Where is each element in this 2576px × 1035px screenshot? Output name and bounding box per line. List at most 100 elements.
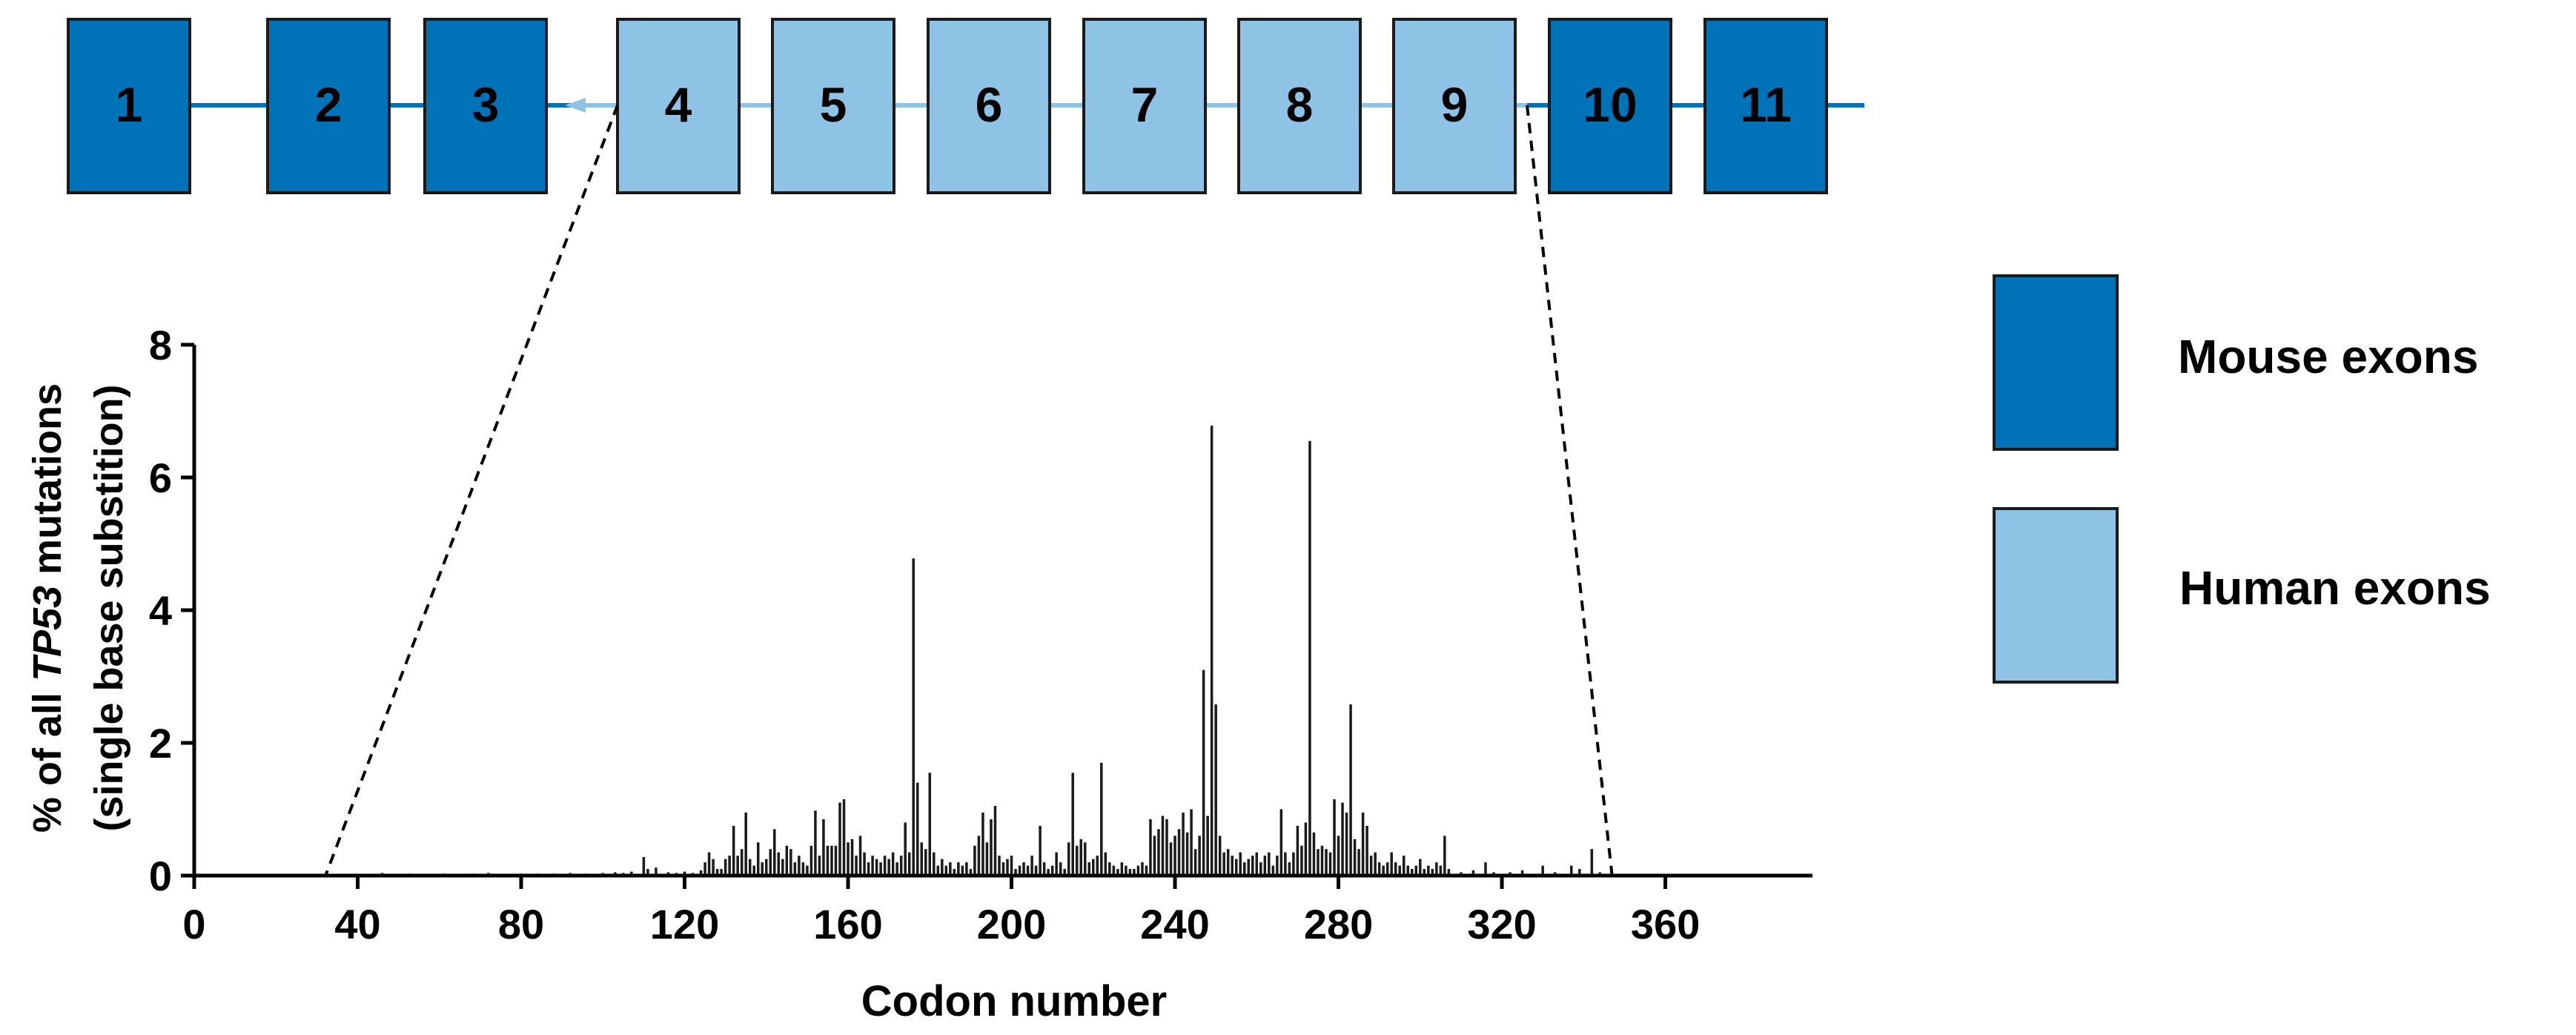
bar-codon-251 [1218,836,1222,876]
bar-codon-208 [1042,862,1046,876]
zoom-line-right [1526,105,1614,878]
x-tick-label-80: 80 [498,901,544,948]
exon-8-label: 8 [1286,77,1314,132]
bar-codon-163 [858,836,862,876]
bar-codon-231 [1136,865,1140,876]
bar-codon-337 [1570,865,1573,876]
bar-series [380,426,1602,876]
bar-codon-130 [724,859,727,876]
x-tick-label-320: 320 [1467,901,1536,948]
exon-10-label: 10 [1583,77,1637,132]
bar-codon-226 [1116,869,1119,876]
bar-codon-339 [1578,869,1581,876]
bar-codon-297 [1406,865,1409,876]
bar-codon-244 [1190,809,1193,876]
bar-codon-142 [773,829,776,876]
exon-1-box [67,18,191,194]
bar-codon-193 [981,812,984,876]
bar-codon-264 [1271,865,1275,876]
bar-codon-205 [1030,856,1033,876]
legend-swatch-mouse [1993,274,2119,451]
bar-codon-133 [736,856,739,876]
bar-codon-220 [1092,859,1095,876]
bar-codon-284 [1353,839,1357,876]
bar-codon-252 [1222,852,1225,876]
bar-codon-298 [1411,869,1414,876]
bar-codon-176 [912,558,915,876]
bar-codon-293 [1390,852,1393,876]
bar-codon-302 [1427,865,1430,876]
bar-codon-120 [683,871,686,876]
bar-codon-274 [1312,832,1316,876]
exon-3-label: 3 [472,77,500,132]
bar-codon-268 [1288,862,1291,876]
bar-codon-262 [1263,856,1267,876]
bar-codon-263 [1268,852,1271,876]
bar-codon-230 [1133,869,1136,876]
bar-codon-146 [789,849,792,876]
bar-codon-248 [1206,816,1209,876]
bar-codon-245 [1193,849,1197,876]
bar-codon-228 [1125,865,1128,876]
bar-codon-221 [1096,856,1099,876]
bar-codon-179 [924,849,927,876]
bar-codon-211 [1055,852,1058,876]
exon-7-label: 7 [1131,77,1159,132]
bar-codon-170 [887,859,890,876]
bar-codon-174 [904,822,907,876]
bar-codon-238 [1165,819,1168,876]
x-tick-label-280: 280 [1304,901,1373,948]
bar-codon-143 [777,852,781,876]
x-tick-label-200: 200 [977,901,1046,948]
bar-codon-195 [990,819,993,876]
bar-codon-296 [1402,856,1405,876]
y-axis-label-gene: TP53 [25,586,70,681]
bar-codon-266 [1279,809,1283,876]
x-tick-label-160: 160 [813,901,882,948]
y-ticks: 0 2 4 6 8 [149,322,194,899]
bar-codon-278 [1328,852,1332,876]
bar-codon-129 [720,869,723,876]
zoom-line-left [323,105,619,878]
bar-codon-269 [1292,852,1295,876]
bar-codon-224 [1108,862,1111,876]
bar-codon-149 [801,862,805,876]
legend-label-mouse: Mouse exons [2178,330,2478,383]
bar-codon-194 [985,842,989,876]
y-axis-label-post: mutations [25,383,70,586]
bar-codon-218 [1084,842,1087,876]
bar-codon-172 [895,862,898,876]
bar-codon-189 [965,862,968,876]
bar-codon-180 [928,773,932,876]
bar-codon-233 [1145,865,1148,876]
bar-codon-134 [740,849,744,876]
bar-codon-304 [1435,862,1438,876]
bar-codon-257 [1242,862,1246,876]
bar-codon-285 [1357,849,1360,876]
bar-codon-330 [1541,865,1544,876]
bar-codon-159 [842,799,846,876]
bar-codon-124 [699,870,703,876]
exon-3-box [423,18,548,194]
bar-codon-215 [1071,773,1074,876]
y-tick-label-4: 4 [149,587,172,634]
bar-codon-294 [1394,862,1397,876]
bar-codon-154 [822,819,825,876]
bar-codon-303 [1431,869,1434,876]
bar-codon-271 [1300,845,1303,876]
bar-codon-290 [1377,862,1381,876]
bar-codon-288 [1369,856,1373,876]
bar-codon-127 [712,859,715,876]
bar-codon-273 [1308,440,1311,876]
exon-2-label: 2 [315,77,342,132]
bar-codon-276 [1320,845,1324,876]
bar-codon-128 [715,869,719,876]
bar-codon-156 [830,845,833,876]
bar-codon-259 [1251,856,1254,876]
bar-codon-270 [1296,825,1299,876]
mutation-bar-chart: 0 2 4 6 8 0 40 80 120 160 200 240 280 320 360 Codon n… [25,322,1812,1025]
bar-codon-261 [1259,862,1262,876]
bar-codon-300 [1419,859,1422,876]
bar-codon-141 [769,849,772,876]
bar-codon-291 [1382,865,1385,876]
